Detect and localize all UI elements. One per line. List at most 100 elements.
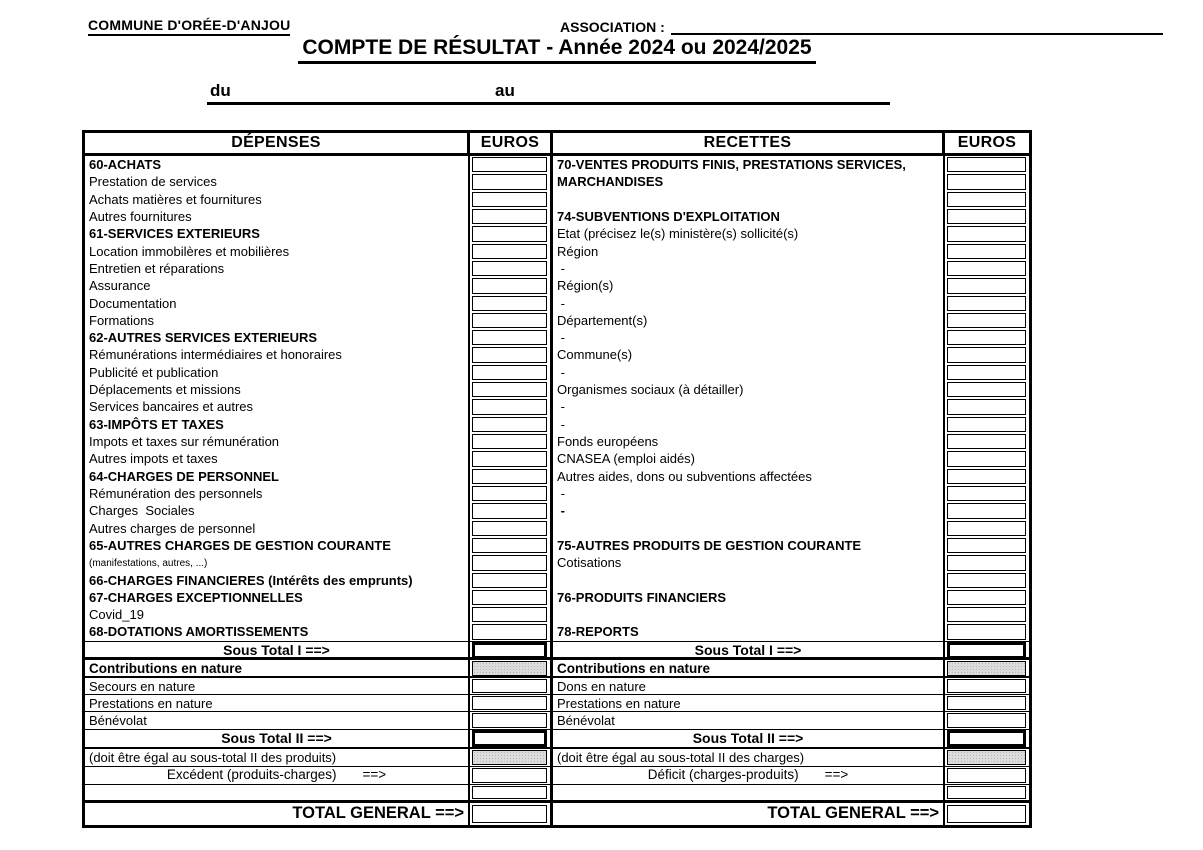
amount-box[interactable] [947, 641, 1026, 659]
amount-box[interactable] [472, 713, 547, 728]
amount-box[interactable] [947, 503, 1026, 519]
amount-box[interactable] [947, 537, 1026, 554]
amount-box[interactable] [472, 243, 547, 259]
amount-box[interactable] [947, 295, 1026, 311]
amount-box[interactable] [472, 174, 547, 190]
amount-box[interactable] [472, 191, 547, 207]
nature-label-depenses: Secours en nature [85, 677, 470, 695]
depenses-euros-cell [470, 225, 553, 243]
amount-box[interactable] [947, 208, 1026, 225]
depenses-row-label: Covid_19 [85, 606, 470, 624]
table-row: Documentation - [85, 294, 1029, 312]
amount-box[interactable] [472, 416, 547, 432]
total-general-label-depenses: TOTAL GENERAL ==> [85, 802, 470, 825]
equality-note-recettes: (doit être égal au sous-total II des cha… [553, 748, 945, 766]
amount-box[interactable] [472, 468, 547, 484]
amount-box[interactable] [947, 347, 1026, 363]
amount-box[interactable] [947, 243, 1026, 259]
amount-box[interactable] [472, 572, 547, 588]
amount-box[interactable] [947, 624, 1026, 640]
amount-box[interactable] [947, 416, 1026, 432]
amount-box[interactable] [472, 347, 547, 363]
depenses-euros-cell [470, 588, 553, 607]
amount-box[interactable] [472, 364, 547, 381]
commune-title: COMMUNE D'ORÉE-D'ANJOU [88, 17, 291, 36]
amount-box[interactable] [947, 399, 1026, 415]
amount-box[interactable] [947, 555, 1026, 571]
amount-box[interactable] [947, 312, 1026, 329]
amount-box[interactable] [472, 278, 547, 294]
depenses-row-label: 60-ACHATS [85, 156, 470, 174]
depenses-row-label: Documentation [85, 294, 470, 312]
amount-box[interactable] [947, 767, 1026, 783]
amount-box[interactable] [472, 607, 547, 623]
depenses-euros-cell [470, 536, 553, 555]
amount-box[interactable] [947, 607, 1026, 623]
amount-box[interactable] [947, 804, 1026, 823]
amount-box[interactable] [947, 785, 1026, 799]
amount-box[interactable] [947, 468, 1026, 484]
amount-box[interactable] [472, 520, 547, 536]
amount-box[interactable] [947, 572, 1026, 588]
amount-box[interactable] [472, 804, 547, 823]
table-row: 68-DOTATIONS AMORTISSEMENTS 78-REPORTS [85, 623, 1029, 641]
amount-box[interactable] [947, 382, 1026, 398]
association-blank-line[interactable] [670, 17, 1163, 35]
amount-box[interactable] [472, 678, 547, 694]
amount-box[interactable] [472, 399, 547, 415]
amount-box[interactable] [472, 260, 547, 277]
nature-depenses-cell [470, 677, 553, 695]
amount-box[interactable] [472, 785, 547, 799]
amount-box[interactable] [472, 485, 547, 502]
total-general-label-recettes: TOTAL GENERAL ==> [553, 802, 945, 825]
amount-box[interactable] [947, 678, 1026, 694]
amount-box[interactable] [947, 191, 1026, 207]
amount-box[interactable] [472, 382, 547, 398]
amount-box[interactable] [472, 434, 547, 450]
amount-box[interactable] [472, 451, 547, 467]
amount-box[interactable] [472, 295, 547, 311]
amount-box[interactable] [947, 226, 1026, 242]
amount-box[interactable] [947, 520, 1026, 536]
association-row: ASSOCIATION : [560, 17, 1163, 35]
amount-box[interactable] [947, 589, 1026, 606]
amount-box[interactable] [947, 174, 1026, 190]
amount-box[interactable] [472, 641, 547, 659]
header-euros-right: EUROS [957, 134, 1017, 151]
amount-box[interactable] [947, 485, 1026, 502]
amount-box[interactable] [947, 157, 1026, 173]
depenses-euros-cell [470, 450, 553, 468]
amount-box[interactable] [947, 260, 1026, 277]
table-row: Autres impots et taxes CNASEA (emploi aid… [85, 450, 1029, 468]
amount-box[interactable] [947, 434, 1026, 450]
amount-box[interactable] [472, 589, 547, 606]
amount-box[interactable] [472, 537, 547, 554]
nature-label-depenses: Bénévolat [85, 712, 470, 729]
amount-box[interactable] [947, 278, 1026, 294]
arrow: ==> [362, 766, 387, 782]
amount-box[interactable] [947, 713, 1026, 728]
amount-box[interactable] [472, 330, 547, 346]
amount-box[interactable] [472, 503, 547, 519]
amount-box[interactable] [947, 451, 1026, 467]
depenses-row-label: Assurance [85, 277, 470, 295]
amount-box[interactable] [472, 729, 547, 747]
table-row: Services bancaires et autres - [85, 398, 1029, 416]
amount-box[interactable] [472, 767, 547, 783]
recettes-euros-cell [945, 312, 1029, 329]
amount-box[interactable] [472, 696, 547, 711]
amount-box[interactable] [472, 312, 547, 329]
amount-box[interactable] [472, 555, 547, 571]
recettes-row-label: Cotisations [553, 554, 945, 572]
amount-box[interactable] [472, 208, 547, 225]
amount-box[interactable] [947, 696, 1026, 711]
amount-box[interactable] [947, 330, 1026, 346]
table-row: 64-CHARGES DE PERSONNEL Autres aides, don… [85, 467, 1029, 485]
amount-box[interactable] [472, 157, 547, 173]
date-range-line[interactable]: du au [207, 78, 890, 105]
amount-box[interactable] [472, 226, 547, 242]
sous-total-2-label-depenses: Sous Total II ==> [85, 729, 470, 747]
amount-box[interactable] [472, 624, 547, 640]
amount-box[interactable] [947, 729, 1026, 747]
amount-box[interactable] [947, 364, 1026, 381]
